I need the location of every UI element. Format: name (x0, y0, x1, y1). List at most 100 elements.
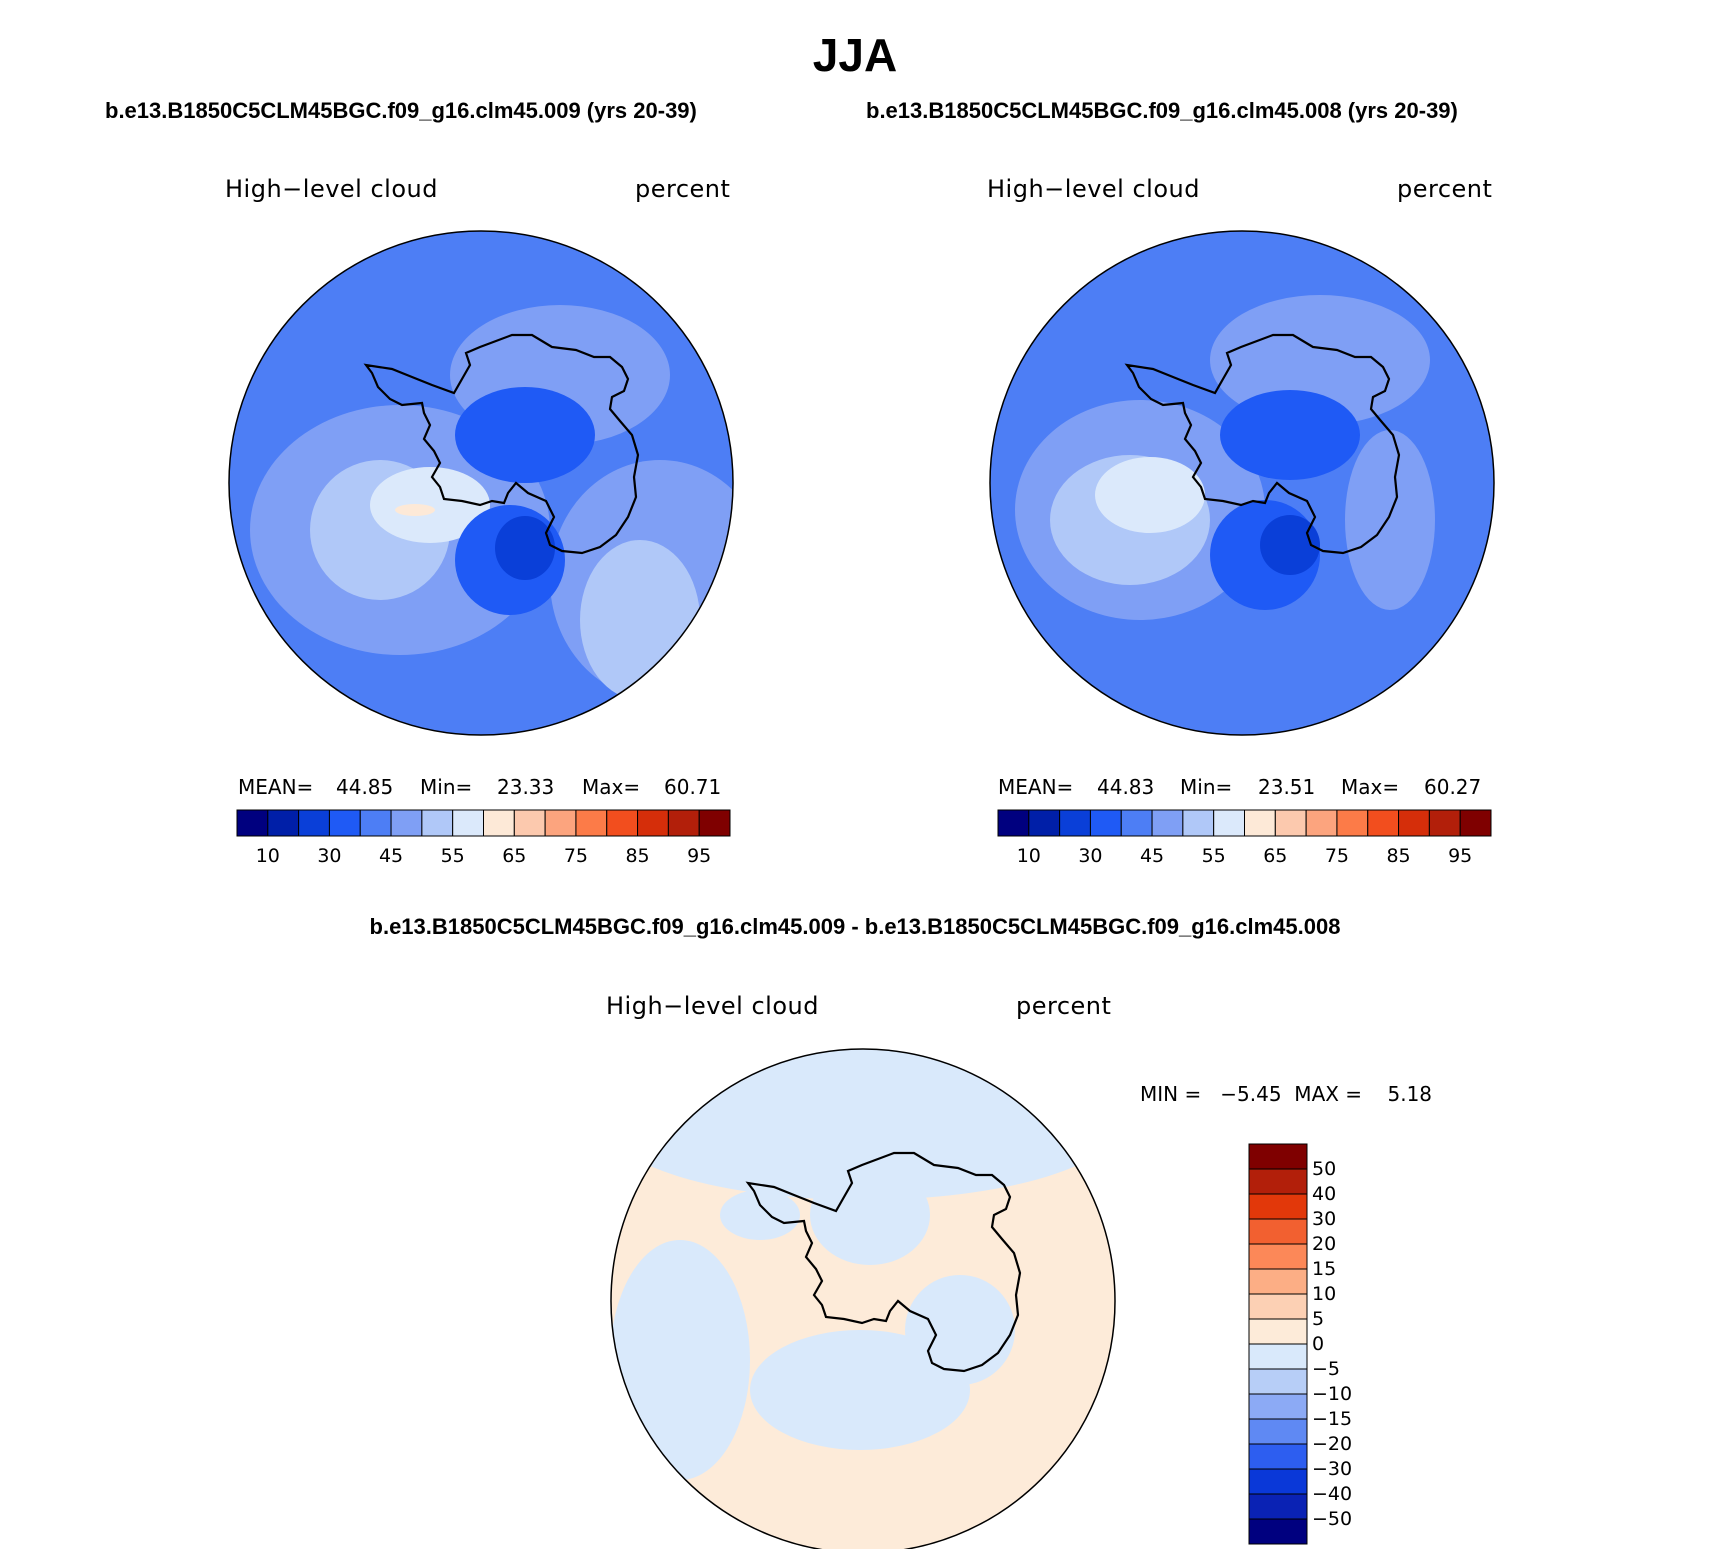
map-panel-diff (610, 1048, 1116, 1549)
variable-label-diff: High−level cloud (606, 992, 819, 1020)
colorbar-diff-box-0 (1248, 1143, 1308, 1170)
units-label-right: percent (1397, 175, 1493, 203)
colorbar-left-box-15 (698, 809, 731, 837)
colorbar-left-box-5 (390, 809, 423, 837)
colorbar-diff (1248, 1143, 1308, 1545)
colorbar-diff-tick-label: 10 (1312, 1283, 1337, 1305)
colorbar-diff-tick-label: −20 (1312, 1433, 1353, 1455)
colorbar-diff-tick-label: −15 (1312, 1408, 1353, 1430)
colorbar-left-box-6 (421, 809, 454, 837)
colorbar-diff-box-8 (1248, 1343, 1308, 1370)
colorbar-right-box-4 (1120, 809, 1153, 837)
colorbar-ticks-right: 10 30 45 55 65 75 85 95 (997, 845, 1492, 871)
mean-label-right: MEAN= (998, 775, 1074, 799)
colorbar-right-box-8 (1244, 809, 1276, 837)
colorbar-left-tick-label: 45 (378, 845, 404, 867)
variable-label-right: High−level cloud (987, 175, 1200, 203)
colorbar-right-box-7 (1213, 809, 1245, 837)
colorbar-left-tick-label: 95 (687, 845, 712, 867)
colorbar-left-box-13 (637, 809, 669, 837)
colorbar-left-box-9 (513, 809, 546, 837)
colorbar-ticks-diff: 50 40 30 20 15 10 5 0 −5 −10 −15 −20 −30 −40 −50 (1312, 1143, 1392, 1543)
min-value-left: 23.33 (497, 775, 555, 799)
colorbar-ticks-left: 10 30 45 55 65 75 85 95 (236, 845, 731, 871)
mean-label-left: MEAN= (238, 775, 314, 799)
colorbar-diff-box-5 (1248, 1268, 1308, 1295)
max-value-left: 60.71 (664, 775, 722, 799)
min-label-left: Min= (420, 775, 473, 799)
colorbar-diff-tick-label: 15 (1312, 1258, 1337, 1280)
colorbar-diff-box-3 (1248, 1218, 1308, 1245)
colorbar-right-box-11 (1336, 809, 1369, 837)
colorbar-right-box-5 (1151, 809, 1184, 837)
colorbar-diff-box-13 (1248, 1468, 1308, 1495)
colorbar-left (236, 809, 731, 837)
colorbar-diff-tick-label: 20 (1312, 1233, 1337, 1255)
colorbar-right-tick-label: 85 (1386, 845, 1411, 867)
colorbar-diff-tick-label: −40 (1312, 1483, 1353, 1505)
colorbar-left-tick-label: 55 (440, 845, 465, 867)
case-title-right: b.e13.B1850C5CLM45BGC.f09_g16.clm45.008 … (866, 98, 1458, 123)
colorbar-right-tick-label: 45 (1139, 845, 1165, 867)
colorbar-diff-box-10 (1248, 1393, 1308, 1420)
colorbar-left-box-2 (298, 809, 330, 837)
season-title: JJA (812, 29, 898, 81)
colorbar-right-box-6 (1182, 809, 1215, 837)
units-label-diff: percent (1016, 992, 1112, 1020)
map-panel-right (989, 230, 1495, 736)
colorbar-diff-box-15 (1248, 1518, 1308, 1545)
colorbar-right-tick-label: 55 (1201, 845, 1226, 867)
colorbar-diff-box-6 (1248, 1293, 1308, 1320)
colorbar-right-box-14 (1428, 809, 1461, 837)
colorbar-left-tick-label: 85 (625, 845, 650, 867)
colorbar-diff-box-1 (1248, 1168, 1308, 1195)
colorbar-right-tick-label: 65 (1263, 845, 1288, 867)
colorbar-left-box-12 (606, 809, 639, 837)
colorbar-right-box-12 (1367, 809, 1400, 837)
colorbar-diff-tick-label: 0 (1312, 1333, 1325, 1355)
case-title-left: b.e13.B1850C5CLM45BGC.f09_g16.clm45.009 … (105, 98, 697, 123)
colorbar-right-box-3 (1089, 809, 1122, 837)
colorbar-diff-box-11 (1248, 1418, 1308, 1445)
min-label-right: Min= (1180, 775, 1233, 799)
colorbar-left-box-7 (452, 809, 484, 837)
colorbar-right-tick-label: 30 (1078, 845, 1103, 867)
mean-value-right: 44.83 (1097, 775, 1155, 799)
variable-label-left: High−level cloud (225, 175, 438, 203)
colorbar-diff-box-7 (1248, 1318, 1308, 1345)
colorbar-left-box-8 (483, 809, 515, 837)
colorbar-left-box-14 (667, 809, 700, 837)
diff-case-title: b.e13.B1850C5CLM45BGC.f09_g16.clm45.009 … (369, 914, 1341, 939)
colorbar-right (997, 809, 1492, 837)
diff-min-max: MIN = −5.45 MAX = 5.18 (1140, 1082, 1433, 1106)
units-label-left: percent (635, 175, 731, 203)
max-value-right: 60.27 (1424, 775, 1482, 799)
max-label-right: Max= (1341, 775, 1400, 799)
colorbar-diff-tick-label: −50 (1312, 1508, 1353, 1530)
colorbar-left-tick-label: 10 (255, 845, 280, 867)
colorbar-right-box-0 (997, 809, 1030, 837)
colorbar-diff-tick-label: 30 (1312, 1208, 1337, 1230)
colorbar-left-tick-label: 30 (317, 845, 342, 867)
map-panel-left (228, 230, 734, 736)
colorbar-right-box-9 (1274, 809, 1307, 837)
colorbar-left-tick-label: 75 (563, 845, 589, 867)
colorbar-diff-tick-label: 50 (1312, 1158, 1337, 1180)
max-label-left: Max= (582, 775, 641, 799)
colorbar-left-box-11 (575, 809, 608, 837)
colorbar-diff-box-4 (1248, 1243, 1308, 1270)
min-value-right: 23.51 (1258, 775, 1316, 799)
colorbar-left-tick-label: 65 (502, 845, 527, 867)
colorbar-left-box-10 (544, 809, 577, 837)
colorbar-right-tick-label: 95 (1448, 845, 1473, 867)
colorbar-right-box-10 (1305, 809, 1338, 837)
colorbar-left-box-4 (359, 809, 392, 837)
colorbar-right-box-2 (1059, 809, 1091, 837)
colorbar-diff-box-14 (1248, 1493, 1308, 1520)
colorbar-diff-tick-label: −30 (1312, 1458, 1353, 1480)
colorbar-diff-box-12 (1248, 1443, 1308, 1470)
colorbar-diff-tick-label: 5 (1312, 1308, 1325, 1330)
colorbar-right-box-13 (1398, 809, 1430, 837)
colorbar-left-box-1 (267, 809, 300, 837)
